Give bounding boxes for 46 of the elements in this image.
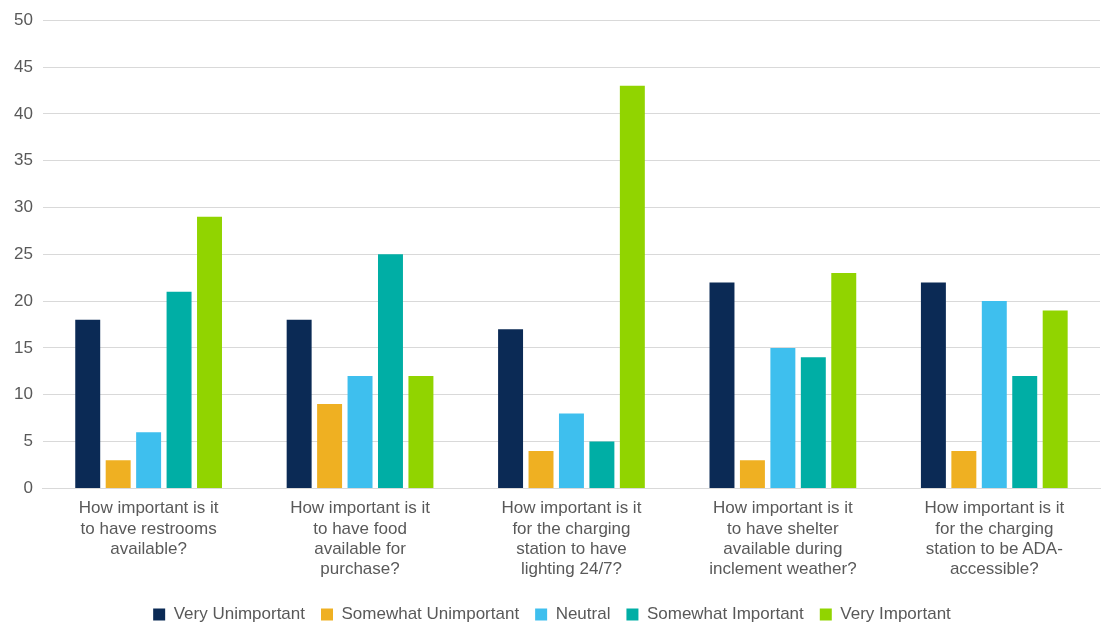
y-tick-label: 20 [13,290,33,310]
bar [589,441,615,488]
bar [166,291,192,488]
bar [951,450,977,488]
bar [378,254,403,488]
x-tick-label: How important is it for the charging station to be ADA-accessible? [924,498,1065,579]
bar [709,282,735,488]
bar [347,376,373,488]
bar [286,319,312,488]
bar [197,216,222,488]
y-tick-label: 35 [13,150,33,170]
y-tick-label: 10 [13,384,33,404]
y-tick-label: 40 [13,103,33,123]
bar [498,329,524,488]
bar [528,450,554,488]
bar [136,432,162,488]
x-tick-label: How important is it to have shelter available during inclement weather? [709,498,857,579]
bar [920,282,946,488]
y-tick-label: 0 [23,478,33,498]
bar [831,273,857,488]
y-tick-label: 15 [13,337,33,357]
y-tick-label: 45 [13,56,33,76]
bar [739,460,765,488]
bar [1012,376,1038,488]
bar [619,85,645,488]
legend-label: Neutral [555,604,611,624]
legend-label: Very Unimportant [173,604,306,624]
bar [317,404,343,488]
legend-label: Somewhat Unimportant [341,604,520,624]
y-tick-label: 5 [23,431,33,451]
bar [981,301,1007,488]
legend-label: Very Important [840,604,952,624]
x-tick-label: How important is it to have restrooms available? [78,498,219,559]
bar [408,376,434,488]
bar [770,347,796,488]
bar [800,357,826,488]
y-tick-label: 50 [13,9,33,29]
x-tick-label: How important is it for the charging station to have lighting 24/7? [501,498,642,579]
y-tick-label: 30 [13,197,33,217]
bar [1042,310,1068,488]
bar [558,413,584,488]
legend-label: Somewhat Important [646,604,805,624]
bar [75,319,101,488]
bar [105,460,131,488]
y-tick-label: 25 [13,243,33,263]
x-tick-label: How important is it to have food available for purchase? [290,498,431,579]
